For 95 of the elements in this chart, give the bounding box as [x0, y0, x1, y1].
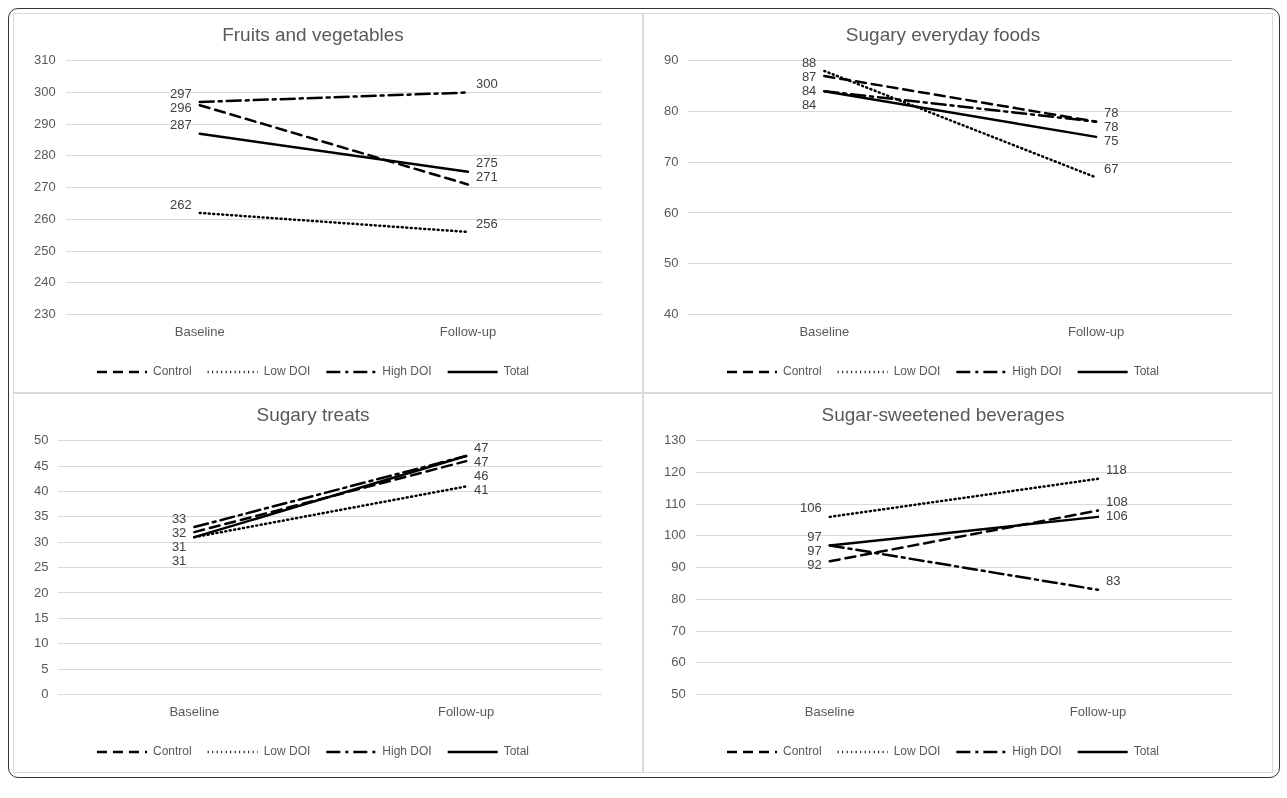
- legend-label: Low DOI: [263, 364, 311, 379]
- legend-label: Total: [1133, 744, 1160, 759]
- y-tick-label: 120: [663, 464, 686, 480]
- data-label: 256: [475, 215, 498, 231]
- data-label: 31: [171, 538, 187, 554]
- y-tick-label: 40: [663, 305, 679, 321]
- legend-label: Total: [503, 744, 530, 759]
- y-tick-label: 20: [33, 584, 49, 600]
- legend-label: Low DOI: [893, 744, 941, 759]
- data-label: 67: [1104, 161, 1119, 177]
- y-tick-label: 70: [663, 153, 679, 169]
- y-tick-label: 60: [663, 204, 679, 220]
- data-label: 108: [1105, 494, 1128, 510]
- y-tick-label: 310: [33, 52, 56, 68]
- data-label: 262: [170, 196, 192, 212]
- legend-label: Control: [152, 744, 192, 759]
- y-tick-label: 280: [33, 147, 56, 163]
- legend-label: Total: [1133, 364, 1160, 379]
- y-tick-label: 80: [663, 103, 679, 119]
- y-tick-label: 130: [663, 432, 686, 448]
- data-label: 78: [1104, 119, 1119, 135]
- legend-label: High DOI: [1012, 364, 1062, 379]
- y-tick-label: 50: [663, 255, 679, 271]
- y-tick-label: 250: [33, 242, 56, 258]
- data-label: 287: [170, 117, 192, 133]
- data-label: 296: [170, 99, 192, 115]
- y-tick-label: 100: [663, 527, 686, 543]
- data-label: 97: [807, 528, 822, 544]
- x-tick-label: Follow-up: [437, 703, 495, 719]
- y-tick-label: 240: [33, 274, 56, 290]
- y-tick-label: 0: [41, 685, 49, 701]
- x-tick-label: Baseline: [174, 323, 225, 339]
- legend-label: High DOI: [382, 364, 432, 379]
- x-tick-label: Baseline: [169, 703, 220, 719]
- data-label: 33: [171, 510, 187, 526]
- data-label: 275: [475, 155, 498, 171]
- data-label: 31: [171, 552, 187, 568]
- y-tick-label: 270: [33, 179, 56, 195]
- x-tick-label: Baseline: [804, 703, 855, 719]
- legend-label: Control: [782, 364, 822, 379]
- data-label: 106: [1105, 508, 1128, 524]
- y-tick-label: 230: [33, 305, 56, 321]
- data-label: 75: [1104, 133, 1119, 149]
- chart-title: Sugar-sweetened beverages: [821, 403, 1065, 425]
- y-tick-label: 90: [671, 559, 686, 575]
- y-tick-label: 90: [663, 52, 679, 68]
- data-label: 84: [801, 96, 817, 112]
- data-label: 47: [474, 453, 489, 469]
- chart-title: Fruits and vegetables: [222, 23, 404, 45]
- data-label: 297: [170, 85, 192, 101]
- data-label: 87: [801, 68, 817, 84]
- chart-title: Sugary treats: [256, 403, 370, 425]
- data-label: 41: [474, 481, 489, 497]
- x-tick-label: Follow-up: [1069, 703, 1127, 719]
- y-tick-label: 5: [41, 660, 49, 676]
- y-tick-label: 290: [33, 115, 56, 131]
- legend-label: Control: [152, 364, 192, 379]
- x-tick-label: Baseline: [799, 323, 850, 339]
- y-tick-label: 25: [33, 559, 49, 575]
- y-tick-label: 15: [33, 609, 49, 625]
- x-tick-label: Follow-up: [439, 323, 497, 339]
- data-label: 92: [807, 556, 822, 572]
- y-tick-label: 300: [33, 84, 56, 100]
- legend-label: Control: [782, 744, 822, 759]
- legend-label: High DOI: [1012, 744, 1062, 759]
- y-tick-label: 50: [33, 432, 49, 448]
- y-tick-label: 30: [33, 533, 49, 549]
- legend-label: High DOI: [382, 744, 432, 759]
- y-tick-label: 80: [671, 590, 686, 606]
- data-label: 300: [475, 76, 498, 92]
- y-tick-label: 10: [33, 635, 49, 651]
- data-label: 78: [1104, 105, 1119, 121]
- data-label: 106: [800, 500, 822, 516]
- chart-title: Sugary everyday foods: [845, 23, 1041, 45]
- data-label: 83: [1105, 573, 1121, 589]
- legend-label: Low DOI: [893, 364, 941, 379]
- y-tick-label: 70: [671, 622, 686, 638]
- data-label: 97: [807, 542, 822, 558]
- data-label: 46: [474, 467, 489, 483]
- y-tick-label: 45: [33, 457, 49, 473]
- legend-label: Total: [503, 364, 530, 379]
- y-tick-label: 260: [33, 210, 56, 226]
- x-tick-label: Follow-up: [1067, 323, 1125, 339]
- data-label: 47: [474, 439, 489, 455]
- y-tick-label: 35: [33, 508, 49, 524]
- data-label: 32: [171, 524, 187, 540]
- y-tick-label: 110: [664, 495, 686, 511]
- legend-label: Low DOI: [263, 744, 311, 759]
- data-label: 88: [801, 54, 817, 70]
- data-label: 84: [801, 82, 817, 98]
- data-label: 118: [1105, 462, 1127, 478]
- y-tick-label: 40: [33, 483, 49, 499]
- y-tick-label: 60: [671, 654, 686, 670]
- data-label: 271: [475, 169, 498, 185]
- y-tick-label: 50: [671, 685, 686, 701]
